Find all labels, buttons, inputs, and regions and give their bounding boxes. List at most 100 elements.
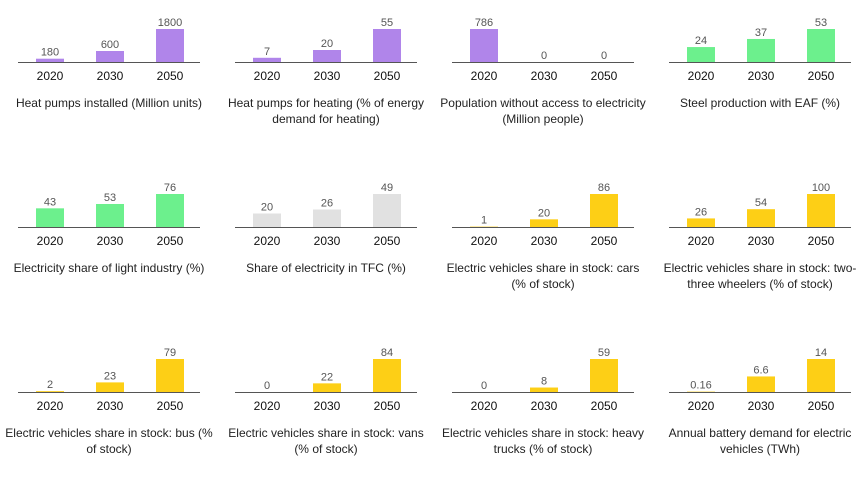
bar <box>156 29 184 62</box>
chart-panel: 20 2020 26 2030 49 2050 Share of electricity i… <box>217 165 435 331</box>
x-tick-label: 2030 <box>531 69 558 83</box>
data-label: 23 <box>104 370 116 382</box>
chart-panel: 1 2020 20 2030 86 2050 Electric vehicles share… <box>434 165 652 331</box>
data-label: 20 <box>321 38 333 50</box>
x-tick-label: 2050 <box>808 69 835 83</box>
data-label: 26 <box>321 197 333 209</box>
data-label: 43 <box>44 196 56 208</box>
chart-panel: 180 2020 600 2030 1800 2050 Heat pumps install… <box>0 0 218 166</box>
bar-chart: 180 2020 600 2030 1800 2050 <box>18 17 200 83</box>
x-tick-label: 2030 <box>314 399 341 413</box>
x-tick-label: 2050 <box>157 399 184 413</box>
x-tick-label: 2020 <box>254 399 281 413</box>
bar <box>807 359 835 392</box>
x-tick-label: 2020 <box>471 234 498 248</box>
x-tick-label: 2030 <box>97 234 124 248</box>
x-tick-label: 2020 <box>254 69 281 83</box>
data-label: 0 <box>541 50 547 62</box>
bar <box>96 203 124 227</box>
data-label: 55 <box>381 17 393 29</box>
x-tick-label: 2050 <box>374 399 401 413</box>
bar-chart: 2 2020 23 2030 79 2050 <box>18 347 200 413</box>
chart-panel: 26 2020 54 2030 100 2050 Electric vehicles sha… <box>651 165 866 331</box>
data-label: 20 <box>538 207 550 219</box>
x-tick-label: 2030 <box>748 234 775 248</box>
bar <box>36 391 64 392</box>
x-tick-label: 2050 <box>808 234 835 248</box>
x-tick-label: 2020 <box>688 69 715 83</box>
bar <box>530 219 558 227</box>
data-label: 22 <box>321 371 333 383</box>
chart-title: Population without access to electricity… <box>440 96 646 126</box>
chart-panel: 43 2020 53 2030 76 2050 Electricity share of l… <box>0 165 218 331</box>
x-tick-label: 2020 <box>37 399 64 413</box>
bar <box>96 51 124 62</box>
data-label: 8 <box>541 376 547 388</box>
x-tick-label: 2020 <box>688 234 715 248</box>
bar <box>807 194 835 227</box>
data-label: 1800 <box>158 17 182 29</box>
bar <box>373 359 401 392</box>
data-label: 53 <box>104 192 116 204</box>
data-label: 86 <box>598 182 610 194</box>
x-tick-label: 2030 <box>748 399 775 413</box>
bar <box>36 58 64 62</box>
bar <box>687 218 715 227</box>
bar <box>156 359 184 392</box>
bar <box>313 209 341 227</box>
bar-chart: 43 2020 53 2030 76 2050 <box>18 182 200 248</box>
x-tick-label: 2030 <box>314 69 341 83</box>
bar <box>373 29 401 62</box>
bar <box>747 209 775 227</box>
bar <box>373 194 401 227</box>
data-label: 0 <box>601 50 607 62</box>
bar <box>313 383 341 392</box>
chart-title: Electricity share of light industry (%) <box>13 261 205 275</box>
x-tick-label: 2050 <box>591 234 618 248</box>
data-label: 786 <box>475 17 493 29</box>
bar <box>687 47 715 62</box>
chart-title: Share of electricity in TFC (%) <box>246 261 406 275</box>
bar-chart: 0 2020 8 2030 59 2050 <box>452 347 634 413</box>
chart-panel: 0 2020 8 2030 59 2050 Electric vehicles share … <box>434 330 652 496</box>
x-tick-label: 2020 <box>471 69 498 83</box>
bar <box>156 194 184 227</box>
chart-panel: 7 2020 20 2030 55 2050 Heat pumps for heating … <box>217 0 435 166</box>
chart-panel: 24 2020 37 2030 53 2050 Steel production with … <box>651 0 866 166</box>
bar-chart: 24 2020 37 2030 53 2050 <box>669 17 851 83</box>
chart-title: Electric vehicles share in stock: heavy … <box>441 426 645 456</box>
data-label: 59 <box>598 347 610 359</box>
bar <box>470 29 498 62</box>
x-tick-label: 2030 <box>748 69 775 83</box>
bar-chart: 786 2020 0 2030 0 2050 <box>452 17 634 83</box>
data-label: 37 <box>755 27 767 39</box>
bar <box>253 213 281 227</box>
chart-panel: 786 2020 0 2030 0 2050 Population without acce… <box>434 0 652 166</box>
bar <box>747 38 775 62</box>
bar <box>590 359 618 392</box>
x-tick-label: 2020 <box>37 234 64 248</box>
chart-panel: 2 2020 23 2030 79 2050 Electric vehicles share… <box>0 330 218 496</box>
data-label: 53 <box>815 17 827 29</box>
data-label: 26 <box>695 206 707 218</box>
chart-title: Electric vehicles share in stock: bus (%… <box>5 426 213 456</box>
data-label: 180 <box>41 47 59 59</box>
data-label: 2 <box>47 379 53 391</box>
chart-title: Heat pumps installed (Million units) <box>15 96 203 110</box>
chart-title: Steel production with EAF (%) <box>679 96 841 110</box>
bar <box>96 382 124 392</box>
x-tick-label: 2020 <box>254 234 281 248</box>
x-tick-label: 2050 <box>808 399 835 413</box>
chart-panel: 0.16 2020 6.6 2030 14 2050 Annual battery dema… <box>651 330 866 496</box>
data-label: 0.16 <box>690 380 711 392</box>
data-label: 54 <box>755 197 767 209</box>
x-tick-label: 2020 <box>471 399 498 413</box>
x-tick-label: 2050 <box>157 234 184 248</box>
data-label: 49 <box>381 182 393 194</box>
bar <box>590 194 618 227</box>
x-tick-label: 2030 <box>531 399 558 413</box>
bar <box>530 387 558 392</box>
